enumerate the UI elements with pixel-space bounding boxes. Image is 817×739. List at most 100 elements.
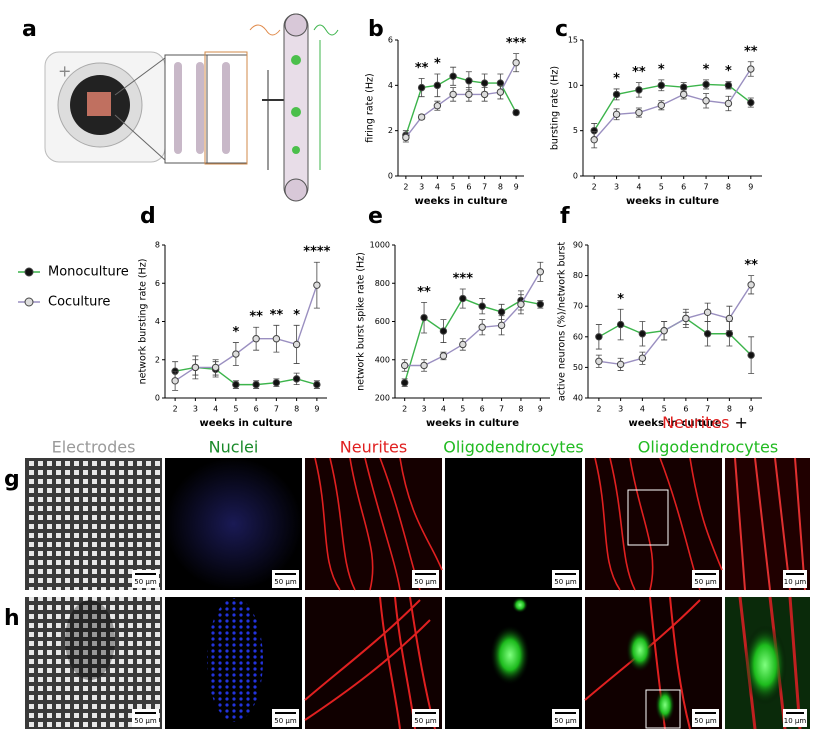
y-tick-label: 2	[388, 126, 393, 135]
x-tick-label: 9	[314, 405, 319, 414]
data-point	[272, 335, 281, 343]
y-tick-label: 1000	[370, 241, 390, 250]
data-point	[313, 380, 321, 389]
device-mark: +	[58, 62, 71, 81]
x-tick-label: 7	[274, 405, 279, 414]
y-tick-label: 15	[568, 36, 578, 45]
data-point	[657, 81, 666, 90]
data-point	[512, 108, 520, 117]
scale-label: 50 µm	[694, 578, 717, 586]
y-tick-label: 400	[375, 355, 390, 364]
data-point	[616, 320, 625, 329]
data-point	[420, 361, 428, 370]
data-point	[433, 81, 442, 90]
data-point	[725, 314, 734, 323]
data-point	[465, 77, 473, 85]
data-point	[171, 377, 179, 385]
x-axis-label: weeks in culture	[426, 418, 519, 429]
significance: **	[744, 44, 758, 59]
y-axis-label: network burst spike rate (Hz)	[356, 252, 367, 391]
y-tick-label: 80	[573, 271, 583, 280]
data-point	[433, 102, 442, 110]
row-label: g	[4, 467, 20, 492]
data-point	[459, 340, 467, 349]
micrograph-row-h	[25, 596, 810, 730]
y-tick-label: 0	[388, 172, 393, 181]
x-tick-label: 7	[704, 183, 709, 192]
significance: **	[249, 310, 263, 325]
data-point	[660, 326, 668, 335]
data-point	[595, 357, 603, 365]
data-point	[439, 327, 448, 335]
data-point	[465, 90, 473, 99]
data-point	[702, 97, 710, 105]
panel-label: e	[368, 204, 383, 229]
panel-label: a	[22, 17, 37, 42]
y-tick-label: 6	[155, 279, 160, 288]
data-point	[400, 361, 409, 370]
data-point	[497, 308, 506, 316]
series-line	[593, 83, 752, 132]
data-point	[417, 83, 426, 92]
data-point	[439, 352, 448, 360]
data-point	[682, 314, 690, 323]
micrograph-row-g	[25, 457, 810, 591]
legend-label: Coculture	[48, 295, 110, 310]
x-tick-label: 3	[419, 183, 424, 192]
y-tick-label: 5	[573, 126, 578, 135]
data-point	[232, 380, 240, 389]
x-tick-label: 3	[618, 405, 623, 414]
y-tick-label: 200	[375, 394, 390, 403]
scale-label: 50 µm	[554, 578, 577, 586]
y-tick-label: 60	[573, 332, 583, 341]
data-point	[679, 90, 688, 99]
legend-marker	[24, 267, 34, 277]
significance: *	[434, 57, 441, 72]
data-point	[478, 323, 486, 331]
column-header: Oligodendrocytes	[638, 438, 778, 457]
x-tick-label: 6	[480, 405, 485, 414]
data-point	[292, 375, 301, 383]
column-header: Oligodendrocytes	[443, 438, 583, 457]
data-point	[252, 380, 260, 389]
x-axis-label: weeks in culture	[628, 418, 721, 429]
significance: ***	[506, 36, 527, 51]
x-tick-label: 3	[193, 405, 198, 414]
data-point	[400, 379, 409, 387]
x-tick-label: 3	[422, 405, 427, 414]
data-point	[420, 313, 428, 322]
significance: **	[415, 61, 429, 76]
data-point	[517, 300, 525, 308]
data-point	[638, 330, 647, 338]
x-tick-label: 6	[466, 183, 471, 192]
data-point	[724, 99, 733, 108]
x-tick-label: 7	[705, 405, 710, 414]
y-tick-label: 10	[568, 81, 578, 90]
y-tick-label: 8	[155, 241, 160, 250]
device-diagram: +	[44, 13, 339, 202]
data-point	[747, 281, 755, 289]
x-tick-label: 8	[727, 405, 732, 414]
data-point	[478, 302, 486, 310]
y-tick-label: 90	[573, 241, 583, 250]
legend-label: Monoculture	[48, 265, 129, 280]
x-axis-label: weeks in culture	[626, 196, 719, 207]
x-tick-label: 2	[173, 405, 178, 414]
data-point	[191, 363, 200, 372]
y-tick-label: 600	[375, 317, 390, 326]
x-tick-label: 4	[213, 405, 218, 414]
x-tick-label: 9	[749, 405, 754, 414]
x-tick-label: 4	[640, 405, 645, 414]
data-point	[590, 136, 598, 144]
x-tick-label: 9	[514, 183, 519, 192]
series-line	[404, 297, 541, 383]
scale-label: 50 µm	[554, 717, 577, 725]
data-point	[612, 110, 621, 119]
data-point	[449, 90, 457, 99]
x-axis-label: weeks in culture	[414, 196, 507, 207]
x-tick-label: 5	[451, 183, 456, 192]
data-point	[635, 108, 643, 117]
significance: *	[725, 64, 732, 79]
data-point	[616, 360, 625, 369]
x-tick-label: 6	[683, 405, 688, 414]
